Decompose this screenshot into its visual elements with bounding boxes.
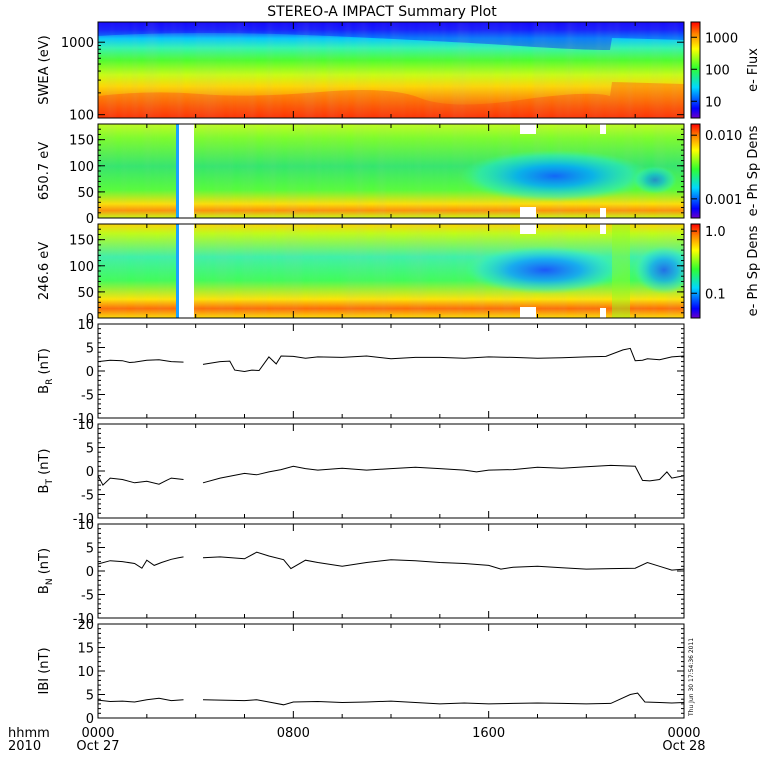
bn-ylabel-sub: N bbox=[45, 578, 55, 585]
swea-colorbar-tick-label: 10 bbox=[705, 95, 722, 110]
pad246-ylabel: 246.6 eV bbox=[37, 242, 52, 300]
bmag-series-line bbox=[97, 692, 685, 706]
bt-frame bbox=[97, 423, 685, 519]
bn-ytick-label: 5 bbox=[86, 542, 94, 557]
bmag-ytick-label: 10 bbox=[77, 665, 94, 680]
br-ylabel-sub: R bbox=[45, 379, 55, 385]
br-ticks-group: -10 -5 0 5 10 BR (nT) bbox=[37, 318, 685, 427]
br-ytick-label: 10 bbox=[77, 318, 94, 333]
swea-colorbar-label: e- Flux bbox=[746, 48, 761, 92]
panel-pad650 bbox=[97, 123, 685, 219]
pad650-minimum-region bbox=[460, 150, 650, 202]
swea-ytick-label: 1000 bbox=[61, 36, 94, 51]
br-ytick-label: -10 bbox=[73, 412, 94, 427]
colorbar-swea-gradient bbox=[690, 21, 701, 119]
bn-ytick-label: -10 bbox=[73, 612, 94, 627]
pad650-colorbar-tick-label: 0.010 bbox=[705, 129, 742, 144]
pad650-ytick-label: 100 bbox=[69, 160, 94, 175]
pad246-data-gap bbox=[176, 224, 194, 318]
pad650-colorbar-label: e- Ph Sp Dens bbox=[746, 125, 761, 216]
br-series-line bbox=[97, 347, 685, 373]
bmag-ytick-label: 5 bbox=[86, 689, 94, 704]
bt-series-line bbox=[97, 464, 685, 486]
x-tick-time-label: 1600 bbox=[472, 726, 505, 741]
panel-swea bbox=[97, 21, 685, 119]
bt-ytick-label: -10 bbox=[73, 512, 94, 527]
pad246-colorbar-tick-label: 0.1 bbox=[705, 287, 726, 302]
bmag-ytick-label: 15 bbox=[77, 642, 94, 657]
colorbar-pad246: 0.1 1.0 e- Ph Sp Dens bbox=[690, 223, 761, 319]
bt-ylabel: BT (nT) bbox=[37, 449, 55, 494]
bt-ytick-label: 5 bbox=[86, 442, 94, 457]
bn-series-line bbox=[97, 551, 685, 571]
br-ytick-label: -5 bbox=[81, 389, 94, 404]
panel-bt bbox=[97, 423, 685, 519]
pad246-ytick-label: 100 bbox=[69, 260, 94, 275]
x-row1-label: hhmm bbox=[8, 726, 50, 741]
pad246-colorbar-label: e- Ph Sp Dens bbox=[746, 225, 761, 316]
colorbar-swea: 10 100 1000 e- Flux bbox=[690, 21, 761, 119]
bmag-ticks-group: 0 5 10 15 20 IBI (nT) bbox=[37, 618, 685, 727]
x-tick-time-label: 0000 bbox=[81, 726, 114, 741]
bn-frame bbox=[97, 523, 685, 619]
panel-bn bbox=[97, 523, 685, 619]
plot-title: STEREO-A IMPACT Summary Plot bbox=[267, 4, 497, 20]
bt-ytick-label: 10 bbox=[77, 418, 94, 433]
pad650-ytick-label: 150 bbox=[69, 134, 94, 149]
x-tick-date-label: Oct 28 bbox=[662, 739, 705, 754]
bn-ytick-label: 10 bbox=[77, 518, 94, 533]
x-tick-date-label: Oct 27 bbox=[76, 739, 119, 754]
pad246-ytick-label: 150 bbox=[69, 234, 94, 249]
bt-ylabel-sub: T bbox=[45, 479, 55, 486]
br-ylabel-main: B bbox=[37, 385, 52, 394]
swea-colorbar-tick-label: 1000 bbox=[705, 31, 738, 46]
br-ytick-label: 5 bbox=[86, 342, 94, 357]
pad246-ytick-label: 0 bbox=[86, 312, 94, 327]
swea-ylabel: SWEA (eV) bbox=[37, 35, 52, 104]
bn-ytick-label: -5 bbox=[81, 589, 94, 604]
swea-colorbar-tick-label: 100 bbox=[705, 63, 730, 78]
panel-bmag bbox=[97, 623, 685, 719]
pad650-ticks-group: 0 50 100 150 650.7 eV bbox=[37, 123, 685, 227]
br-frame bbox=[97, 323, 685, 419]
bt-ylabel-main: B bbox=[37, 485, 52, 494]
bn-ticks-group: -10 -5 0 5 10 BN (nT) bbox=[37, 518, 685, 627]
swea-ytick-label: 100 bbox=[69, 109, 94, 124]
pad246-minimum-region bbox=[465, 246, 625, 294]
bt-ytick-label: -5 bbox=[81, 489, 94, 504]
br-ylabel-unit: (nT) bbox=[37, 348, 52, 378]
x-row2-label: 2010 bbox=[8, 739, 41, 754]
panel-pad246 bbox=[97, 223, 685, 319]
pad246-ytick-label: 50 bbox=[77, 286, 94, 301]
pad650-data-gap bbox=[176, 124, 194, 218]
x-tick-time-label: 0000 bbox=[667, 726, 700, 741]
pad246-colorbar-tick-label: 1.0 bbox=[705, 225, 726, 240]
bt-ylabel-unit: (nT) bbox=[37, 449, 52, 479]
pad650-ytick-label: 0 bbox=[86, 212, 94, 227]
colorbar-pad246-gradient bbox=[690, 223, 701, 319]
x-tick-time-label: 0800 bbox=[277, 726, 310, 741]
bn-ylabel-main: B bbox=[37, 585, 52, 594]
bmag-ytick-label: 0 bbox=[86, 712, 94, 727]
bt-ticks-group: -10 -5 0 5 10 BT (nT) bbox=[37, 418, 685, 527]
panel-br bbox=[97, 323, 685, 419]
br-ylabel: BR (nT) bbox=[37, 348, 55, 394]
bn-ylabel: BN (nT) bbox=[37, 548, 55, 594]
bn-ylabel-unit: (nT) bbox=[37, 548, 52, 578]
colorbar-pad650-gradient bbox=[690, 123, 701, 219]
bmag-ylabel: IBI (nT) bbox=[37, 647, 52, 694]
br-ytick-label: 0 bbox=[86, 365, 94, 380]
bt-ytick-label: 0 bbox=[86, 465, 94, 480]
pad650-colorbar-tick-label: 0.001 bbox=[705, 193, 742, 208]
swea-ticks-group: 100 1000 SWEA (eV) bbox=[37, 22, 685, 124]
bmag-ytick-label: 20 bbox=[77, 618, 94, 633]
pad650-ylabel: 650.7 eV bbox=[37, 142, 52, 200]
pad246-ticks-group: 0 50 100 150 246.6 eV bbox=[37, 223, 685, 327]
pad650-ytick-label: 50 bbox=[77, 186, 94, 201]
generation-timestamp: Thu Jun 30 17:54:36 2011 bbox=[688, 638, 695, 717]
colorbar-pad650: 0.001 0.010 e- Ph Sp Dens bbox=[690, 123, 761, 219]
bn-ytick-label: 0 bbox=[86, 565, 94, 580]
